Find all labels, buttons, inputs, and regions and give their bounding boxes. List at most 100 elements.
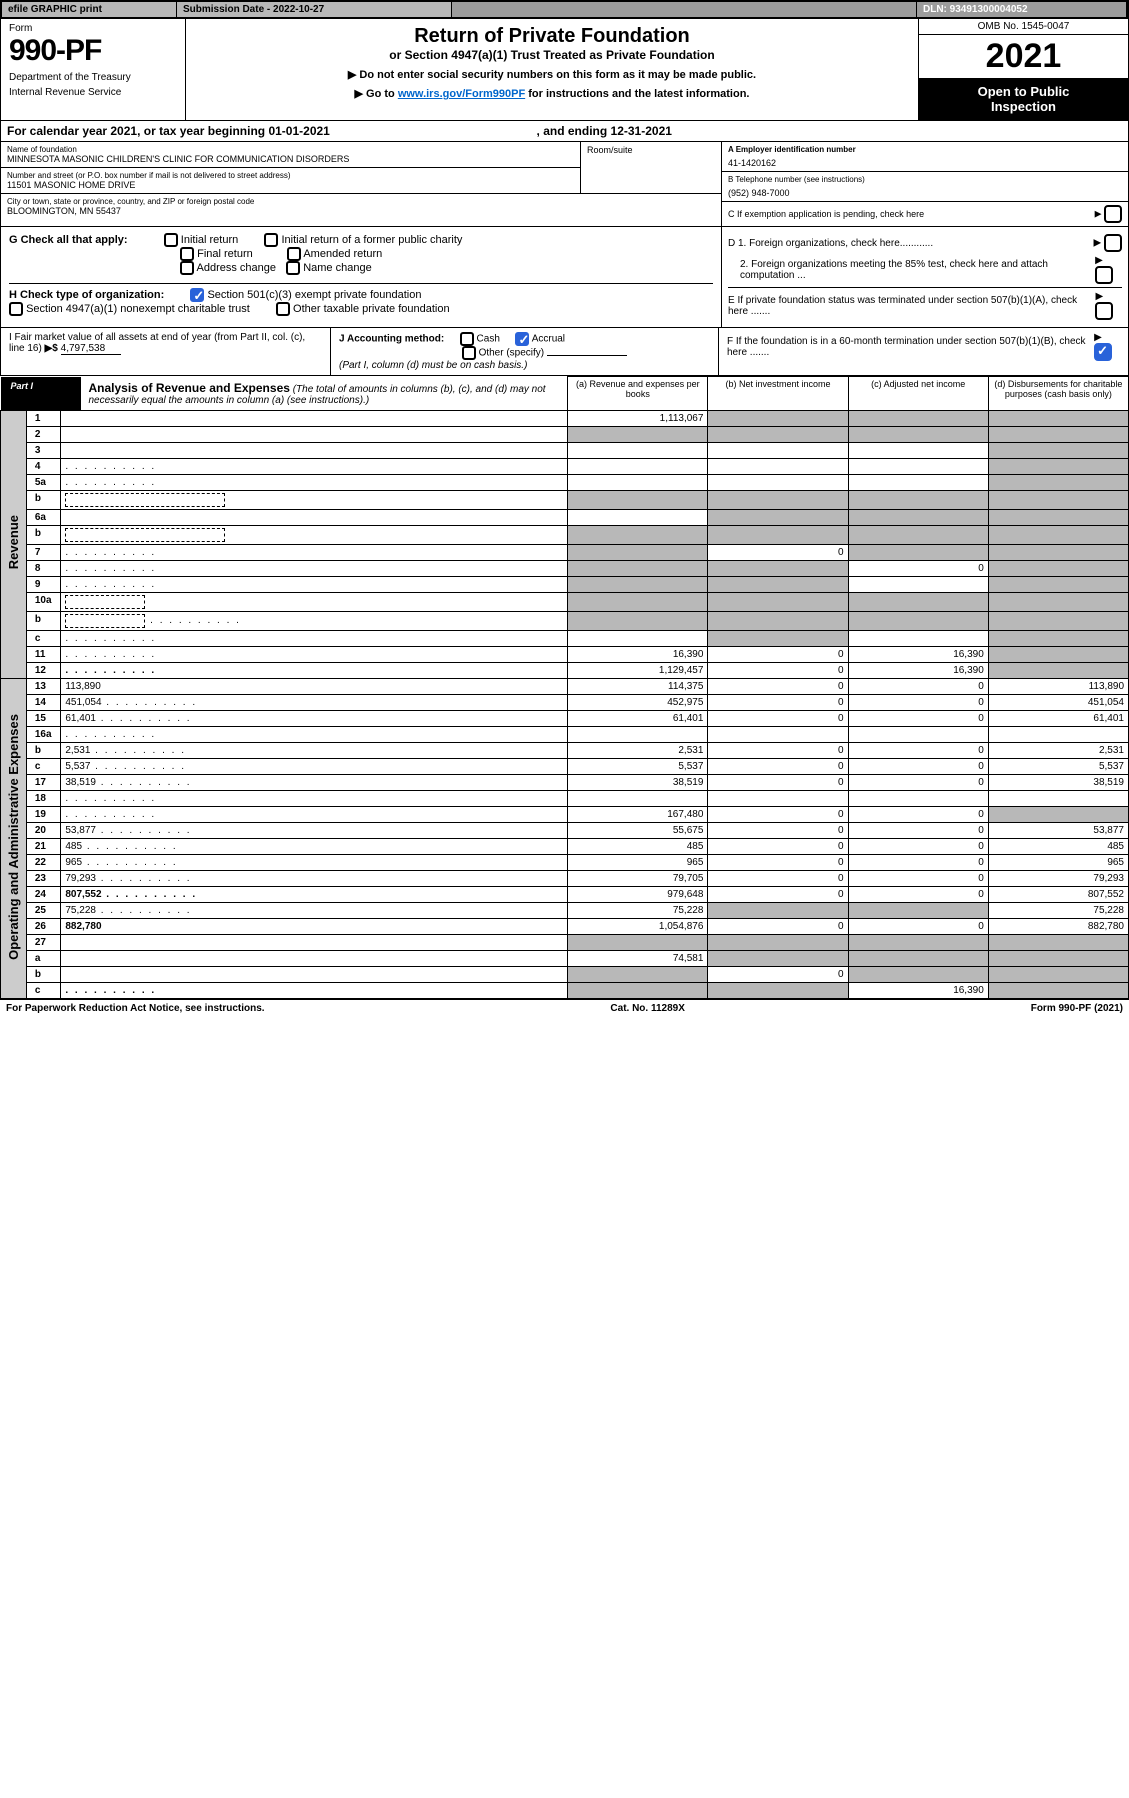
cell-a xyxy=(568,611,708,630)
cell-b xyxy=(708,592,848,611)
line-number: 4 xyxy=(26,458,61,474)
submission-date: Submission Date - 2022-10-27 xyxy=(177,2,452,17)
j-note: (Part I, column (d) must be on cash basi… xyxy=(339,360,527,371)
line-description xyxy=(61,576,568,592)
initial-former-checkbox[interactable] xyxy=(264,233,278,247)
ein-label: A Employer identification number xyxy=(728,145,1122,154)
cell-d: 38,519 xyxy=(988,774,1128,790)
cell-c: 16,390 xyxy=(848,982,988,998)
other-taxable-checkbox[interactable] xyxy=(276,302,290,316)
accrual-checkbox[interactable] xyxy=(515,332,529,346)
line-description: 2,531 xyxy=(61,742,568,758)
e-checkbox[interactable] xyxy=(1095,302,1113,320)
cell-c xyxy=(848,525,988,544)
cell-d xyxy=(988,410,1128,426)
table-row: 10a xyxy=(1,592,1129,611)
line-number: 13 xyxy=(26,678,61,694)
table-row: Operating and Administrative Expenses131… xyxy=(1,678,1129,694)
line-description: 38,519 xyxy=(61,774,568,790)
table-row: b2,5312,531002,531 xyxy=(1,742,1129,758)
line-number: 21 xyxy=(26,838,61,854)
cell-c: 0 xyxy=(848,806,988,822)
cell-b xyxy=(708,509,848,525)
col-d-header: (d) Disbursements for charitable purpose… xyxy=(988,377,1128,411)
city-state-zip: BLOOMINGTON, MN 55437 xyxy=(7,206,715,216)
line-description xyxy=(61,560,568,576)
cell-b: 0 xyxy=(708,758,848,774)
cell-b xyxy=(708,560,848,576)
table-row: 6a xyxy=(1,509,1129,525)
line-number: 16a xyxy=(26,726,61,742)
part1-table: Part I Analysis of Revenue and Expenses … xyxy=(0,376,1129,999)
table-row: 121,129,457016,390 xyxy=(1,662,1129,678)
4947-checkbox[interactable] xyxy=(9,302,23,316)
table-row: b0 xyxy=(1,966,1129,982)
cell-a xyxy=(568,458,708,474)
address-change-checkbox[interactable] xyxy=(180,261,194,275)
line-description: 53,877 xyxy=(61,822,568,838)
expenses-side-label: Operating and Administrative Expenses xyxy=(1,678,27,998)
cell-b xyxy=(708,525,848,544)
footer-form: Form 990-PF (2021) xyxy=(1031,1003,1123,1014)
line-description: 485 xyxy=(61,838,568,854)
table-row: 2296596500965 xyxy=(1,854,1129,870)
cell-a xyxy=(568,576,708,592)
501c3-checkbox[interactable] xyxy=(190,288,204,302)
d1-checkbox[interactable] xyxy=(1104,234,1122,252)
f-checkbox[interactable] xyxy=(1094,343,1112,361)
table-row: 2575,22875,22875,228 xyxy=(1,902,1129,918)
irs-link[interactable]: www.irs.gov/Form990PF xyxy=(398,88,525,100)
table-row: 14451,054452,97500451,054 xyxy=(1,694,1129,710)
cell-a: 5,537 xyxy=(568,758,708,774)
line-number: 15 xyxy=(26,710,61,726)
cell-b xyxy=(708,902,848,918)
i-fmv-value: 4,797,538 xyxy=(61,343,121,355)
other-method-checkbox[interactable] xyxy=(462,346,476,360)
addr-label: Number and street (or P.O. box number if… xyxy=(7,171,574,180)
cell-a xyxy=(568,982,708,998)
line-number: 25 xyxy=(26,902,61,918)
page-footer: For Paperwork Reduction Act Notice, see … xyxy=(0,999,1129,1017)
c-pending-label: C If exemption application is pending, c… xyxy=(728,209,924,219)
line-number: 22 xyxy=(26,854,61,870)
city-label: City or town, state or province, country… xyxy=(7,197,715,206)
cell-a xyxy=(568,490,708,509)
org-info-left: Name of foundation MINNESOTA MASONIC CHI… xyxy=(1,142,721,226)
line-number: 23 xyxy=(26,870,61,886)
name-change-checkbox[interactable] xyxy=(286,261,300,275)
d2-checkbox[interactable] xyxy=(1095,266,1113,284)
cell-a: 38,519 xyxy=(568,774,708,790)
revenue-side-label: Revenue xyxy=(1,410,27,678)
col-a-header: (a) Revenue and expenses per books xyxy=(568,377,708,411)
d1-label: D 1. Foreign organizations, check here..… xyxy=(728,238,933,249)
cell-c xyxy=(848,426,988,442)
initial-return-checkbox[interactable] xyxy=(164,233,178,247)
cell-b xyxy=(708,458,848,474)
c-pending-checkbox[interactable] xyxy=(1104,205,1122,223)
top-bar: efile GRAPHIC print Submission Date - 20… xyxy=(0,0,1129,19)
line-number: 10a xyxy=(26,592,61,611)
cell-c xyxy=(848,410,988,426)
cell-d: 61,401 xyxy=(988,710,1128,726)
table-row: c16,390 xyxy=(1,982,1129,998)
table-row: b xyxy=(1,611,1129,630)
final-return-checkbox[interactable] xyxy=(180,247,194,261)
arrow-line-1: ▶ Do not enter social security numbers o… xyxy=(192,68,912,81)
cell-d: 113,890 xyxy=(988,678,1128,694)
cell-b: 0 xyxy=(708,838,848,854)
d2-label: 2. Foreign organizations meeting the 85%… xyxy=(728,259,1095,281)
line-description xyxy=(61,966,568,982)
line-number: 6a xyxy=(26,509,61,525)
d-e-right: D 1. Foreign organizations, check here..… xyxy=(721,227,1128,327)
table-row: 2148548500485 xyxy=(1,838,1129,854)
cell-a: 167,480 xyxy=(568,806,708,822)
table-row: 9 xyxy=(1,576,1129,592)
line-number: 27 xyxy=(26,934,61,950)
cell-a: 16,390 xyxy=(568,646,708,662)
cell-a xyxy=(568,630,708,646)
table-row: 80 xyxy=(1,560,1129,576)
amended-return-checkbox[interactable] xyxy=(287,247,301,261)
cash-checkbox[interactable] xyxy=(460,332,474,346)
cell-a: 1,113,067 xyxy=(568,410,708,426)
section-i-j-f: I Fair market value of all assets at end… xyxy=(0,328,1129,376)
